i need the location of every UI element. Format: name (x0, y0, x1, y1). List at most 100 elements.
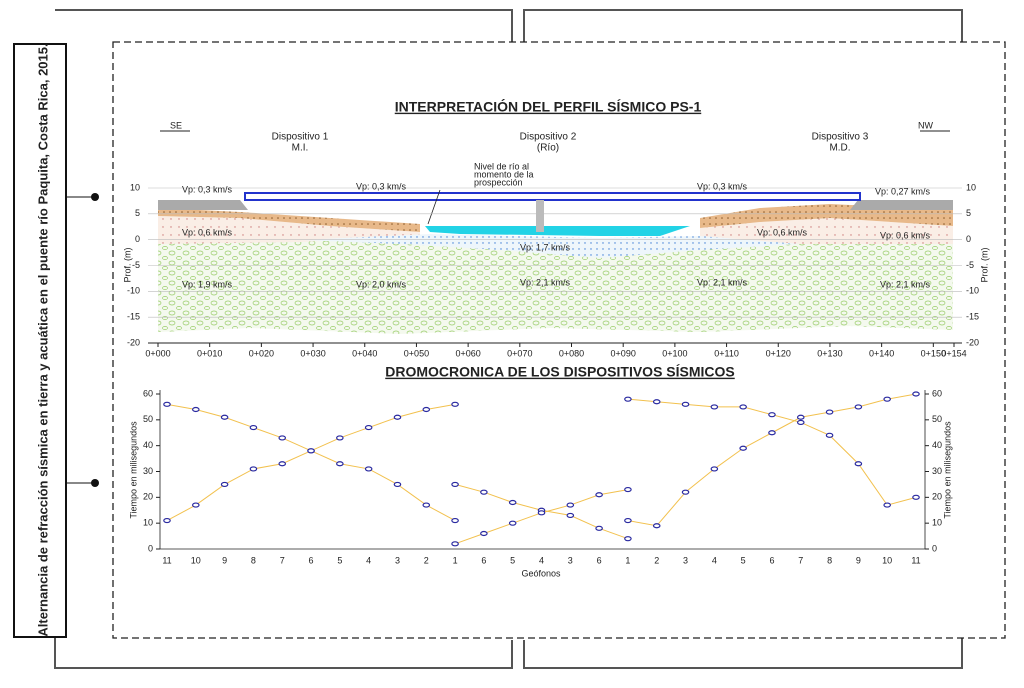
x-tick-label: 8 (251, 555, 256, 565)
point (249, 466, 258, 472)
point (163, 401, 171, 407)
y-tick-label: 60 (143, 388, 153, 398)
point (825, 432, 834, 438)
point (220, 481, 229, 488)
layers (158, 130, 953, 334)
point (652, 399, 661, 405)
x-tick-label: 2 (654, 555, 659, 565)
x-tick-label: 6 (309, 555, 314, 565)
direction: NW (918, 120, 933, 130)
side-label: Alternancia de refracción sísmica en tie… (35, 43, 50, 636)
y-axis-label: Prof. (m) (979, 247, 989, 282)
y-tick-label: 0 (932, 543, 937, 553)
point (249, 424, 258, 431)
x-tick-label: 5 (510, 555, 515, 565)
velocity-label: Vp: 0,3 km/s (697, 181, 748, 191)
y-tick-label: 30 (932, 466, 942, 476)
point (192, 406, 200, 413)
x-tick-label: 8 (827, 555, 832, 565)
x-tick-label: 0+110 (714, 348, 739, 358)
x-tick-label: 0+040 (352, 348, 377, 358)
point (652, 523, 661, 529)
x-tick-label: 2 (424, 555, 429, 565)
point (912, 494, 920, 500)
x-tick-label: 11 (162, 555, 171, 565)
x-tick-label: 7 (798, 555, 803, 565)
device-name: Dispositivo 3 (812, 132, 869, 143)
annotation: momento de la (474, 169, 534, 179)
x-tick-label: 0+090 (611, 348, 636, 358)
device-name: Dispositivo 2 (520, 132, 577, 143)
point (739, 404, 747, 410)
y-tick-label: 10 (130, 182, 140, 192)
y-tick-label: 60 (932, 388, 942, 398)
point (768, 430, 776, 436)
point (278, 461, 287, 467)
x-tick-label: 9 (856, 555, 861, 565)
velocity-label: Vp: 2,1 km/s (880, 279, 931, 289)
x-tick-label: 0+130 (817, 348, 842, 358)
x-tick-label: 4 (712, 555, 717, 565)
device-name: Dispositivo 1 (272, 132, 329, 143)
y-tick-label: -20 (966, 337, 979, 347)
point (796, 414, 805, 420)
x-tick-label: 3 (683, 555, 688, 565)
x-tick-label: 0+050 (404, 348, 429, 358)
velocity-label: Vp: 0,6 km/s (880, 230, 931, 240)
y-axis-label: Prof. (m) (122, 247, 132, 282)
point (537, 510, 546, 516)
point (595, 492, 603, 498)
point (422, 406, 431, 413)
point (710, 466, 719, 472)
series-line (166, 403, 456, 522)
annotation: Nivel de río al (474, 161, 529, 171)
point (854, 461, 863, 467)
y-tick-label: 10 (932, 518, 942, 528)
point (192, 502, 200, 508)
x-tick-label: 1 (625, 555, 630, 565)
y-tick-label: 10 (966, 182, 976, 192)
point (307, 448, 315, 454)
y-tick-label: 30 (143, 466, 153, 476)
x-tick-label: 10 (191, 555, 201, 565)
y-tick-label: 50 (143, 414, 153, 424)
x-tick-label: 7 (280, 555, 285, 565)
y-tick-label: 0 (966, 234, 971, 244)
x-tick-label: 0+080 (559, 348, 584, 358)
x-tick-label: 0+150 (921, 348, 946, 358)
point (278, 435, 287, 441)
point (566, 502, 575, 508)
y-tick-label: -10 (127, 286, 140, 296)
point (825, 409, 834, 415)
point (883, 396, 891, 402)
y-tick-label: 5 (135, 208, 140, 218)
point (336, 435, 344, 441)
velocity-label: Vp: 0,27 km/s (875, 186, 931, 196)
point (624, 517, 632, 524)
point (451, 401, 459, 407)
y-tick-label: 10 (143, 518, 153, 528)
y-tick-label: 5 (966, 208, 971, 218)
x-tick-label: 5 (337, 555, 342, 565)
x-tick-label: 5 (741, 555, 746, 565)
point (451, 481, 459, 488)
x-tick-label: 0+120 (766, 348, 791, 358)
point (393, 481, 402, 488)
y-tick-label: -5 (132, 260, 140, 270)
point (883, 502, 891, 508)
x-axis-label: Geófonos (521, 568, 561, 578)
x-tick-label: 0+030 (300, 348, 325, 358)
point (364, 466, 373, 472)
point (451, 517, 459, 524)
point (220, 414, 229, 420)
point (796, 419, 805, 426)
point (393, 414, 402, 420)
velocity-label: Vp: 0,6 km/s (182, 227, 233, 237)
direction: SE (170, 120, 182, 130)
y-tick-label: 0 (148, 543, 153, 553)
point (422, 502, 431, 508)
x-tick-label: 11 (911, 555, 920, 565)
point (912, 391, 920, 397)
point (710, 404, 719, 410)
